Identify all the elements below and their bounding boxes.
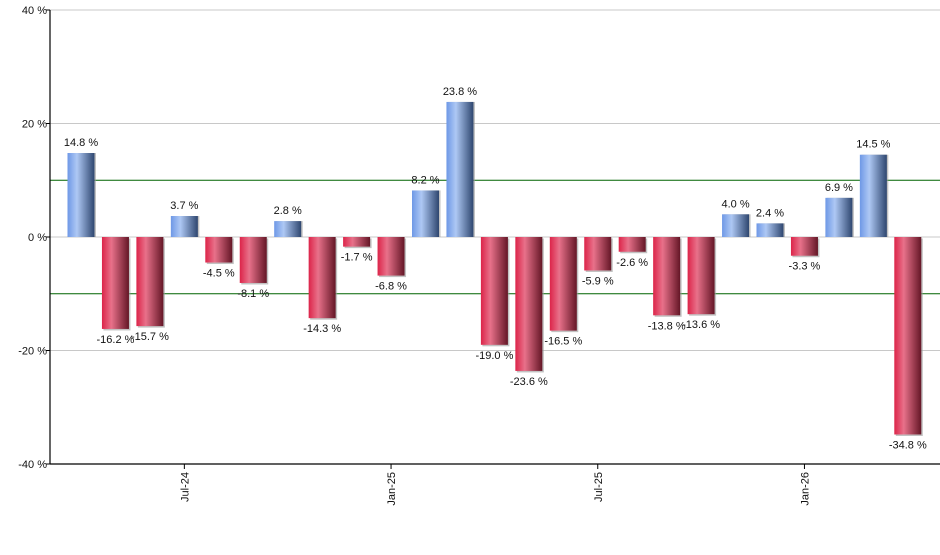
- data-label: -8.1 %: [237, 288, 269, 300]
- bar-Oct-24: [274, 221, 302, 237]
- bar-Jun-24: [136, 237, 164, 327]
- x-tick-label: Jan-25: [386, 472, 398, 506]
- data-label: -16.5 %: [544, 336, 582, 348]
- data-label: -5.9 %: [582, 275, 614, 287]
- bar-May-25: [515, 237, 543, 371]
- bar-Mar-26: [859, 154, 887, 237]
- data-label: -1.7 %: [341, 252, 373, 264]
- y-tick-label: -40 %: [18, 459, 47, 471]
- bar-Aug-25: [618, 237, 646, 252]
- bar-Jun-25: [549, 237, 577, 331]
- data-labels: 14.8 % -16.2 %-15.7 % 3.7 % -4.5 %-8.1 % 2.8…: [64, 86, 927, 452]
- data-label: 3.7 %: [170, 200, 198, 212]
- bar-Apr-26: [894, 237, 922, 435]
- bar-Sep-25: [653, 237, 681, 316]
- data-label: -13.8 %: [648, 320, 686, 332]
- data-label: 14.8 %: [64, 137, 98, 149]
- x-tick-label: Jul-24: [179, 472, 191, 502]
- data-label: -34.8 %: [889, 439, 927, 451]
- bar-Sep-24: [239, 237, 267, 283]
- axes: 40 % 20 % 0 % -20 % -40 % Jul-24 Jan-25 Jul-25 J…: [18, 5, 940, 506]
- bar-Jul-24: [170, 216, 198, 237]
- bar-Jan-26: [790, 237, 818, 256]
- data-label: -2.6 %: [616, 257, 648, 269]
- data-label: 23.8 %: [443, 86, 477, 98]
- y-tick-label: 40 %: [22, 5, 47, 17]
- bar-Feb-25: [412, 190, 439, 237]
- bar-Jan-25: [377, 237, 405, 276]
- bar-Dec-24: [343, 237, 371, 247]
- bar-Nov-24: [308, 237, 336, 319]
- data-label: -19.0 %: [475, 350, 513, 362]
- bar-Dec-25: [756, 223, 784, 237]
- data-label: -4.5 %: [203, 268, 235, 280]
- bar-Mar-25: [446, 101, 474, 237]
- data-label: 8.2 %: [411, 174, 439, 186]
- data-label: -3.3 %: [789, 261, 821, 273]
- data-label: -23.6 %: [510, 376, 548, 388]
- data-label: -6.8 %: [375, 281, 407, 293]
- bar-Nov-25: [722, 214, 750, 237]
- data-label: 14.5 %: [856, 139, 890, 151]
- data-label: 4.0 %: [721, 198, 749, 210]
- data-label: -13.6 %: [682, 319, 720, 331]
- y-tick-label: -20 %: [18, 346, 47, 358]
- y-tick-label: 0 %: [28, 232, 47, 244]
- bar-Aug-24: [205, 237, 233, 263]
- data-label: 2.8 %: [274, 205, 302, 217]
- bar-Apr-25: [480, 237, 508, 345]
- x-tick-label: Jan-26: [799, 472, 811, 506]
- bar-Apr-24: [67, 153, 95, 237]
- data-label: -14.3 %: [303, 323, 341, 335]
- bar-Jul-25: [584, 237, 612, 271]
- bar-May-24: [101, 237, 129, 329]
- bars: [67, 101, 923, 436]
- data-label: -16.2 %: [96, 334, 134, 346]
- data-label: 2.4 %: [756, 207, 784, 219]
- bar-Feb-26: [825, 197, 853, 237]
- data-label: -15.7 %: [131, 331, 169, 343]
- data-label: 6.9 %: [825, 182, 853, 194]
- x-tick-label: Jul-25: [593, 472, 605, 502]
- bar-Oct-25: [687, 237, 715, 315]
- y-tick-label: 20 %: [22, 119, 47, 131]
